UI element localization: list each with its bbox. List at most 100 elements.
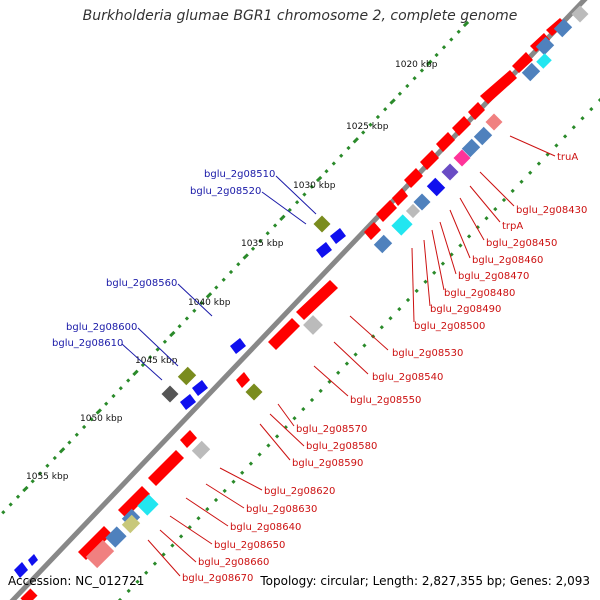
- track-tick: [52, 455, 57, 461]
- track-tick: [213, 497, 219, 503]
- track-tick: [132, 369, 139, 376]
- track-tick: [228, 269, 234, 275]
- track-tick: [242, 253, 249, 260]
- track-tick: [405, 297, 411, 303]
- feature-block[interactable]: [105, 526, 127, 548]
- feature-block[interactable]: [313, 215, 331, 233]
- gene-label[interactable]: truA: [557, 152, 578, 163]
- feature-block[interactable]: [20, 588, 38, 600]
- gene-arrow[interactable]: [512, 52, 533, 73]
- scale-label-1040: 1040 kbp: [188, 298, 231, 308]
- gene-arrow[interactable]: [230, 338, 246, 354]
- track-tick: [192, 308, 197, 313]
- feature-block[interactable]: [121, 514, 141, 534]
- track-tick: [475, 225, 480, 230]
- gene-arrow[interactable]: [468, 102, 485, 120]
- gene-arrow[interactable]: [28, 554, 38, 566]
- track-tick: [440, 261, 446, 266]
- track-tick: [318, 388, 323, 394]
- track-tick: [196, 516, 201, 521]
- gene-label[interactable]: trpA: [502, 221, 523, 232]
- gene-arrow[interactable]: [316, 242, 332, 258]
- feature-block[interactable]: [441, 163, 459, 181]
- gene-label[interactable]: bglu_2g08590: [292, 458, 363, 469]
- gene-label[interactable]: bglu_2g08530: [392, 348, 463, 359]
- gene-label[interactable]: bglu_2g08640: [230, 522, 301, 533]
- feature-block[interactable]: [161, 385, 179, 403]
- gene-arrow[interactable]: [180, 430, 197, 448]
- gene-arrow[interactable]: [404, 168, 423, 188]
- feature-block[interactable]: [137, 494, 159, 516]
- gene-label[interactable]: bglu_2g08430: [516, 205, 587, 216]
- gene-label[interactable]: bglu_2g08480: [444, 288, 515, 299]
- feature-block[interactable]: [535, 36, 555, 56]
- track-tick: [266, 443, 271, 448]
- track-tick: [135, 579, 140, 584]
- gene-label[interactable]: bglu_2g08500: [414, 321, 485, 332]
- gene-arrow[interactable]: [148, 450, 184, 486]
- feature-block[interactable]: [391, 214, 413, 236]
- gene-arrow[interactable]: [436, 132, 455, 152]
- gene-arrow[interactable]: [392, 188, 408, 206]
- gene-label[interactable]: bglu_2g08450: [486, 238, 557, 249]
- gene-arrow[interactable]: [296, 280, 338, 320]
- gene-label[interactable]: bglu_2g08630: [246, 504, 317, 515]
- track-tick: [353, 352, 358, 357]
- gene-arrow[interactable]: [420, 150, 439, 170]
- gene-arrow[interactable]: [118, 486, 150, 518]
- gene-label[interactable]: bglu_2g08660: [198, 557, 269, 568]
- gene-label[interactable]: bglu_2g08510: [204, 169, 275, 180]
- gene-label[interactable]: bglu_2g08490: [430, 304, 501, 315]
- feature-block[interactable]: [373, 234, 393, 254]
- gene-label[interactable]: bglu_2g08470: [458, 271, 529, 282]
- feature-block[interactable]: [245, 383, 263, 401]
- gene-label[interactable]: bglu_2g08540: [372, 372, 443, 383]
- gene-label[interactable]: bglu_2g08460: [472, 255, 543, 266]
- gene-label[interactable]: bglu_2g08610: [52, 338, 123, 349]
- feature-block[interactable]: [536, 53, 552, 69]
- gene-arrow[interactable]: [78, 526, 112, 560]
- gene-arrow[interactable]: [376, 200, 397, 222]
- gene-label[interactable]: bglu_2g08650: [214, 540, 285, 551]
- feature-block[interactable]: [191, 440, 211, 460]
- gene-label[interactable]: bglu_2g08570: [296, 424, 367, 435]
- gene-label[interactable]: bglu_2g08550: [350, 395, 421, 406]
- feature-block[interactable]: [485, 113, 503, 131]
- track-tick: [466, 234, 472, 239]
- gene-label[interactable]: bglu_2g08580: [306, 441, 377, 452]
- gene-arrow[interactable]: [452, 116, 471, 136]
- feature-block[interactable]: [553, 18, 573, 38]
- scale-label-1050: 1050 kbp: [80, 414, 123, 424]
- feature-block[interactable]: [177, 366, 197, 386]
- feature-block[interactable]: [521, 62, 541, 82]
- gene-arrow[interactable]: [330, 228, 346, 244]
- track-tick: [15, 494, 21, 499]
- gene-label[interactable]: bglu_2g08620: [264, 486, 335, 497]
- feature-block[interactable]: [426, 177, 446, 197]
- gene-label[interactable]: bglu_2g08670: [182, 573, 253, 584]
- feature-block[interactable]: [85, 539, 115, 569]
- gene-label[interactable]: bglu_2g08560: [106, 278, 177, 289]
- track-tick: [104, 401, 109, 406]
- gene-arrow[interactable]: [14, 562, 28, 578]
- gene-arrow[interactable]: [364, 222, 381, 240]
- track-tick: [148, 355, 153, 360]
- gene-label[interactable]: bglu_2g08520: [190, 186, 261, 197]
- feature-block[interactable]: [453, 149, 471, 167]
- gene-label[interactable]: bglu_2g08600: [66, 322, 137, 333]
- feature-block[interactable]: [303, 315, 323, 335]
- track-tick: [118, 386, 123, 391]
- feature-block[interactable]: [571, 5, 589, 23]
- track-tick: [562, 134, 568, 139]
- gene-arrow[interactable]: [268, 318, 300, 350]
- gene-arrow[interactable]: [480, 70, 517, 104]
- feature-block[interactable]: [461, 138, 481, 158]
- gene-arrow[interactable]: [180, 394, 196, 410]
- track-tick: [362, 343, 367, 348]
- feature-block[interactable]: [413, 193, 431, 211]
- gene-arrow[interactable]: [192, 380, 208, 396]
- reverse-gene-labels: truA bglu_2g08430 trpA bglu_2g08450 bglu…: [182, 152, 587, 584]
- feature-block[interactable]: [473, 126, 493, 146]
- feature-block[interactable]: [405, 203, 421, 219]
- gene-arrow[interactable]: [236, 372, 250, 388]
